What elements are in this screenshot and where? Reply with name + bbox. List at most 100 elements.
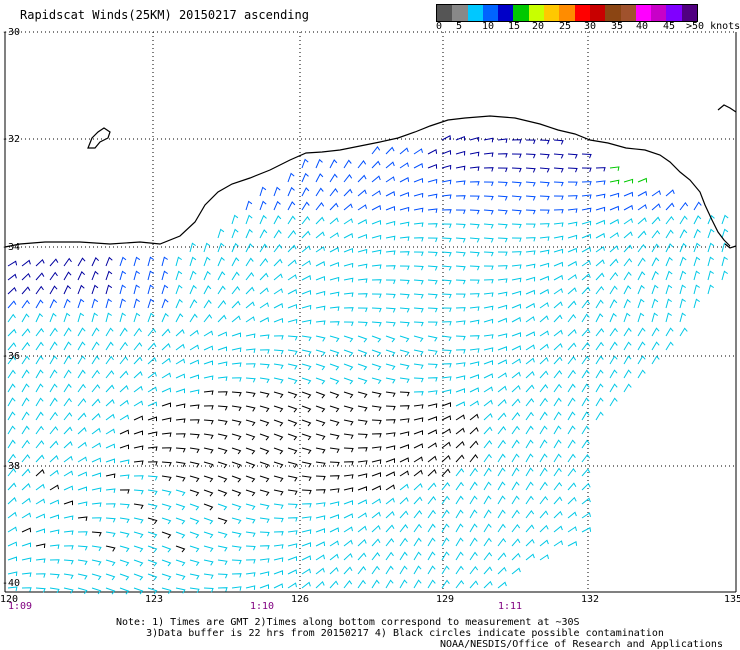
legend-swatch: [437, 5, 453, 21]
wind-barb: [133, 503, 144, 510]
wind-barb: [609, 355, 618, 365]
wind-barb: [441, 164, 452, 170]
wind-barb: [427, 509, 436, 519]
wind-barb: [301, 568, 311, 575]
wind-barb: [287, 349, 298, 356]
wind-barb: [119, 270, 127, 281]
wind-barb: [217, 405, 228, 411]
wind-barb: [525, 195, 536, 201]
wind-barb: [77, 312, 85, 323]
wind-barb: [707, 284, 714, 295]
wind-barb: [119, 298, 126, 309]
wind-barb: [357, 552, 367, 561]
wind-barb: [497, 426, 507, 435]
wind-barb: [637, 243, 647, 253]
wind-barb: [413, 443, 424, 449]
wind-barb: [525, 316, 535, 323]
wind-barb: [245, 503, 256, 510]
wind-barb: [91, 457, 102, 463]
wind-barb: [259, 287, 269, 295]
wind-barb: [413, 335, 424, 342]
wind-barb: [497, 439, 506, 449]
wind-barb: [371, 446, 382, 451]
wind-barb: [511, 509, 520, 519]
wind-barb: [455, 468, 465, 477]
wind-barb: [343, 262, 354, 268]
wind-barb: [161, 357, 171, 365]
wind-barb: [483, 426, 493, 435]
wind-barb: [21, 383, 30, 393]
longitude-label: 135: [724, 594, 740, 605]
wind-barb: [609, 258, 619, 267]
wind-barb: [539, 209, 550, 215]
wind-barb: [469, 454, 479, 463]
wind-barb: [357, 293, 368, 298]
wind-barb: [119, 531, 130, 538]
wind-barb: [665, 189, 675, 197]
wind-barb: [623, 327, 632, 337]
wind-barb: [105, 559, 116, 567]
wind-barb: [21, 259, 31, 267]
longitude-label: 123: [145, 594, 164, 605]
wind-barb: [343, 363, 354, 371]
wind-barb: [427, 251, 438, 257]
wind-barb: [231, 475, 242, 483]
wind-barb: [357, 189, 367, 197]
wind-barb: [21, 411, 30, 421]
wind-barb: [553, 301, 563, 309]
wind-barb: [651, 341, 660, 351]
latitude-label: -40: [2, 578, 21, 589]
wind-barb: [231, 271, 240, 281]
wind-barb: [693, 201, 702, 211]
wind-barb: [189, 447, 200, 454]
wind-barb: [161, 270, 168, 281]
wind-barb: [91, 284, 99, 295]
wind-barb: [343, 552, 353, 561]
wind-barb: [329, 261, 340, 267]
wind-barb: [203, 314, 213, 323]
wind-barb: [455, 537, 464, 547]
wind-barb: [133, 371, 143, 379]
wind-barb: [469, 551, 478, 561]
wind-barb: [49, 369, 58, 379]
wind-barb: [371, 377, 382, 384]
wind-barb: [427, 455, 437, 463]
wind-barb: [469, 181, 480, 186]
wind-barb: [161, 475, 172, 482]
wind-barb: [231, 517, 242, 524]
wind-barb: [679, 229, 688, 239]
wind-barb: [245, 447, 256, 455]
legend-swatch: [620, 5, 636, 21]
wind-barb: [35, 272, 45, 281]
wind-barb: [259, 447, 270, 455]
wind-barb: [315, 231, 325, 239]
wind-barb: [455, 495, 464, 505]
wind-barb: [553, 153, 564, 159]
wind-barb: [497, 237, 508, 243]
wind-barb: [371, 160, 381, 169]
wind-barb: [245, 348, 256, 354]
wind-barb: [581, 299, 591, 309]
wind-barb: [427, 237, 438, 243]
wind-barb: [567, 526, 577, 533]
wind-barb: [49, 258, 59, 267]
wind-barb: [637, 327, 646, 337]
wind-barb: [259, 571, 270, 576]
legend-swatch: [498, 5, 514, 21]
wind-barb: [343, 487, 354, 492]
wind-barb: [413, 579, 422, 589]
wind-barb: [21, 542, 31, 548]
wind-barb: [161, 387, 172, 393]
wind-barb: [133, 531, 144, 539]
wind-barb: [245, 545, 256, 551]
wind-barb: [371, 363, 382, 371]
wind-barb: [315, 419, 326, 427]
wind-barb: [7, 397, 16, 407]
wind-barb: [49, 411, 58, 421]
wind-barb: [511, 139, 522, 144]
wind-barb: [525, 302, 536, 309]
wind-barb: [455, 209, 466, 215]
wind-barb: [35, 558, 46, 564]
wind-barb: [63, 298, 71, 309]
wind-barb: [119, 385, 129, 393]
